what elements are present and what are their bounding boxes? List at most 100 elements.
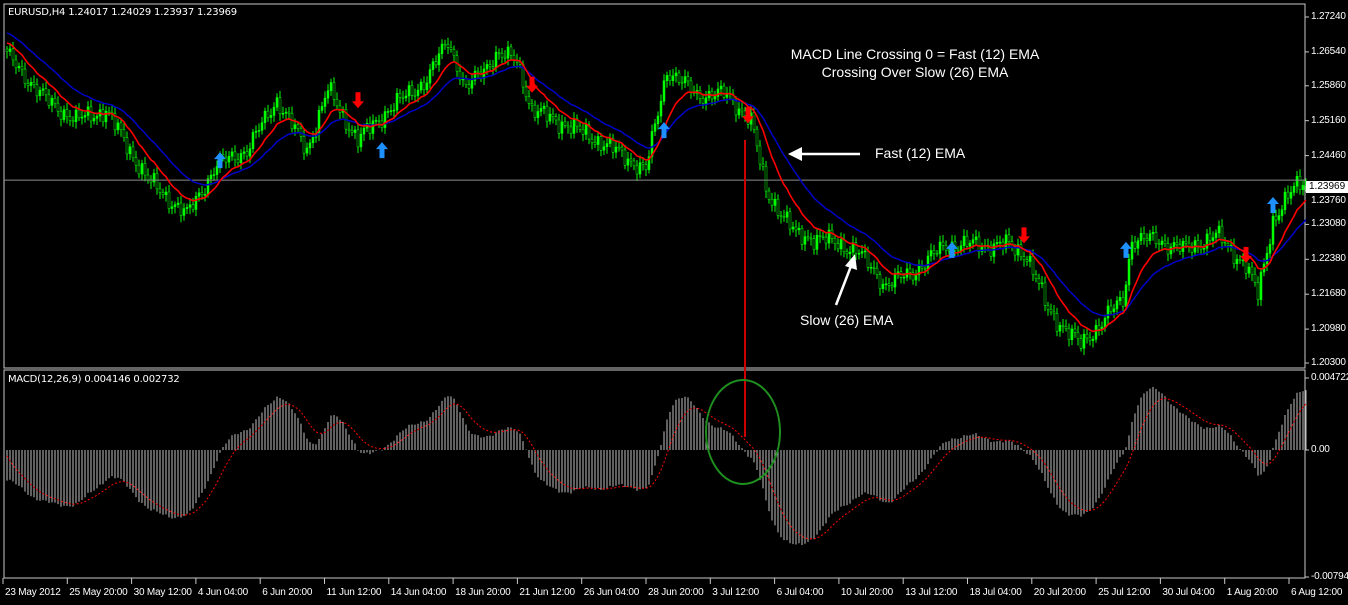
candle-body (101, 109, 105, 123)
candle (278, 90, 282, 121)
candle (257, 123, 261, 138)
candle-body (1286, 191, 1290, 199)
candle-body (827, 229, 831, 244)
candle-body (971, 239, 975, 244)
time-label: 25 Jul 12:00 (1098, 587, 1151, 598)
candle (104, 106, 108, 129)
candle (839, 232, 843, 256)
candle (629, 152, 633, 168)
candle-body (1283, 191, 1287, 210)
candle (533, 100, 537, 122)
price-label: 1.23080 (1311, 218, 1346, 230)
candle-body (698, 90, 702, 99)
candle-body (536, 111, 540, 118)
candle-body (485, 64, 489, 70)
candle (449, 40, 453, 53)
candle (404, 89, 408, 102)
candle (251, 128, 255, 153)
candle (230, 147, 234, 161)
candle (1253, 267, 1257, 287)
candle-body (245, 151, 249, 157)
candle-body (50, 98, 54, 106)
candle-body (1289, 192, 1293, 199)
time-label: 30 Jul 04:00 (1162, 587, 1215, 598)
candle (5, 46, 9, 59)
candle (884, 276, 888, 291)
candle-body (359, 133, 363, 148)
candle-body (206, 178, 210, 195)
candle-body (623, 149, 627, 166)
candle-body (797, 228, 801, 231)
candle (590, 133, 594, 150)
candle (164, 186, 168, 202)
candle-body (587, 124, 591, 140)
candle (773, 192, 777, 212)
candle (1145, 233, 1149, 248)
candle (1217, 220, 1221, 238)
candle-body (1091, 338, 1095, 341)
candle (1175, 235, 1179, 252)
candle-body (302, 136, 306, 154)
candle (764, 160, 768, 199)
time-label: 3 Jul 12:00 (712, 587, 760, 598)
candle (932, 244, 936, 261)
sell-arrow-icon (526, 76, 538, 93)
candle (356, 123, 360, 153)
candle-body (815, 235, 819, 250)
candle-body (41, 88, 45, 91)
candle-body (371, 120, 375, 134)
candle-body (1298, 176, 1302, 190)
candle (56, 96, 60, 117)
candle (182, 203, 186, 221)
sell-arrow-icon (1240, 246, 1252, 263)
candle (41, 83, 45, 97)
candle-body (782, 216, 786, 218)
candle (374, 116, 378, 126)
candle-body (1040, 282, 1044, 285)
candle-body (5, 48, 9, 52)
time-label: 6 Jul 04:00 (776, 587, 824, 598)
candle-body (1280, 209, 1284, 216)
candle-body (839, 239, 843, 250)
candle (791, 221, 795, 233)
candle (1271, 212, 1275, 251)
macd-pane-frame (3, 369, 1306, 579)
candle-body (146, 174, 150, 181)
slow-ema-pointer-arrow (834, 254, 857, 306)
time-label: 18 Jul 04:00 (969, 587, 1022, 598)
candle-body (401, 97, 405, 99)
candle (1196, 233, 1200, 254)
candle (113, 107, 117, 136)
candle-body (176, 202, 180, 205)
candle-body (203, 194, 207, 196)
candle-body (578, 125, 582, 130)
candle-body (572, 118, 576, 134)
candle-body (68, 116, 72, 121)
candle (1298, 169, 1302, 195)
candle (647, 150, 651, 174)
candle-body (1247, 266, 1251, 274)
candle-body (215, 165, 219, 175)
candle (824, 232, 828, 250)
candle (656, 111, 660, 130)
candle (707, 84, 711, 102)
time-label: 26 Jun 04:00 (583, 587, 640, 598)
candle-body (812, 238, 816, 250)
candle (17, 62, 21, 72)
candle (968, 240, 972, 253)
candle-body (917, 265, 921, 275)
candle-body (287, 111, 291, 114)
candle-body (500, 53, 504, 58)
candle-body (1274, 215, 1278, 221)
candle-body (1016, 244, 1020, 256)
candle-body (758, 145, 762, 165)
candle-body (737, 108, 741, 116)
candle-body (74, 109, 78, 123)
candle (704, 90, 708, 111)
candle (578, 121, 582, 133)
candle-body (1169, 246, 1173, 255)
candle-body (1121, 297, 1125, 307)
candle-body (740, 108, 744, 112)
candle (371, 114, 375, 140)
